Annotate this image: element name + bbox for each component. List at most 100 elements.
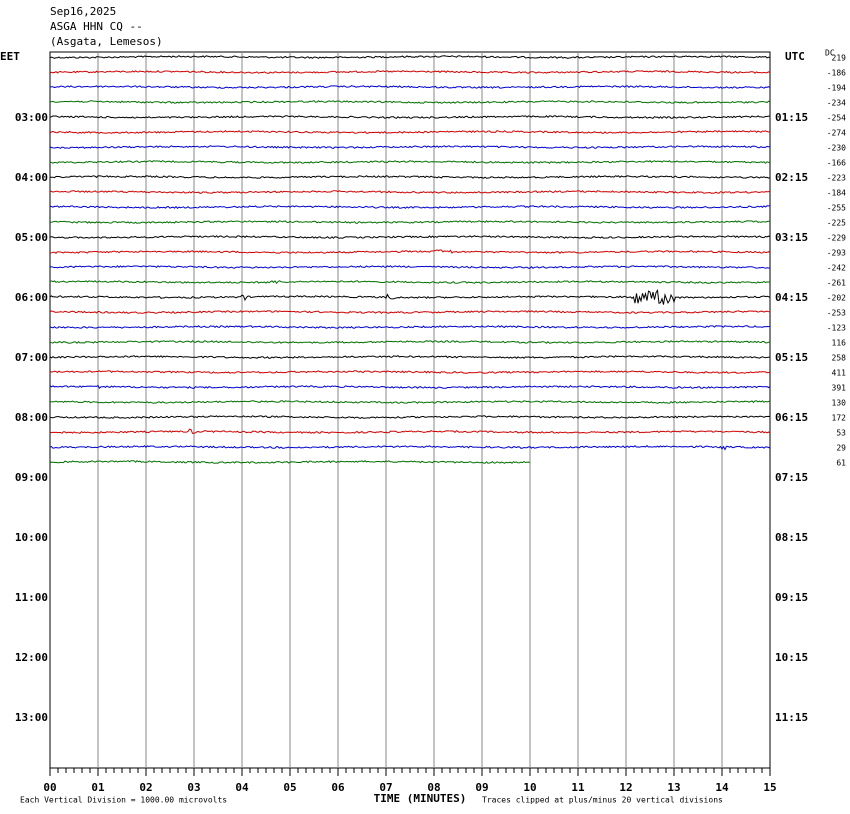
utc-hour: 07:15 [775, 471, 808, 484]
utc-hour: 01:15 [775, 111, 808, 124]
station: ASGA HHN CQ -- [50, 20, 143, 33]
dc-offset: 130 [832, 399, 847, 408]
dc-offset: -229 [827, 234, 846, 243]
dc-offset: 411 [832, 369, 847, 378]
x-tick-label: 07 [379, 781, 392, 794]
dc-offset: -223 [827, 174, 846, 183]
trace [49, 205, 770, 209]
utc-hour: 05:15 [775, 351, 808, 364]
eet-hour: 03:00 [15, 111, 48, 124]
dc-offset: -230 [827, 144, 846, 153]
x-tick-label: 08 [427, 781, 440, 794]
eet-hour: 12:00 [15, 651, 48, 664]
dc-offset: -166 [827, 159, 846, 168]
utc-hour: 11:15 [775, 711, 808, 724]
trace [49, 280, 771, 285]
dc-offset: -194 [827, 84, 846, 93]
eet-label: EET [0, 50, 20, 63]
x-axis-label: TIME (MINUTES) [374, 792, 467, 805]
utc-hour: 04:15 [775, 291, 808, 304]
dc-offset: -186 [827, 69, 846, 78]
dc-offset: -261 [827, 279, 846, 288]
trace [49, 249, 771, 254]
trace [49, 339, 771, 344]
trace [49, 145, 771, 149]
utc-hour: 08:15 [775, 531, 808, 544]
dc-offset: 29 [836, 444, 846, 453]
dc-offset: -293 [827, 249, 846, 258]
utc-hour: 10:15 [775, 651, 808, 664]
utc-hour: 02:15 [775, 171, 808, 184]
eet-hour: 10:00 [15, 531, 48, 544]
dc-offset: -123 [827, 324, 846, 333]
dc-offset: -274 [827, 129, 846, 138]
trace [49, 55, 771, 59]
trace [49, 235, 771, 239]
dc-offset: -202 [827, 294, 846, 303]
x-tick-label: 02 [139, 781, 152, 794]
x-tick-label: 09 [475, 781, 488, 794]
x-tick-label: 15 [763, 781, 776, 794]
dc-offset: 391 [832, 384, 847, 393]
x-tick-label: 14 [715, 781, 729, 794]
trace [49, 445, 771, 451]
dc-offset: -253 [827, 309, 846, 318]
x-tick-label: 04 [235, 781, 249, 794]
eet-hour: 13:00 [15, 711, 48, 724]
trace [49, 370, 771, 374]
trace [49, 415, 771, 419]
utc-label: UTC [785, 50, 805, 63]
dc-offset: -184 [827, 189, 846, 198]
eet-hour: 11:00 [15, 591, 48, 604]
x-tick-label: 13 [667, 781, 680, 794]
x-tick-label: 01 [91, 781, 105, 794]
trace [49, 175, 771, 179]
dc-offset: 258 [832, 354, 847, 363]
trace [49, 160, 771, 164]
trace [49, 220, 771, 224]
dc-offset: 219 [832, 54, 847, 63]
trace [49, 400, 771, 404]
eet-hour: 06:00 [15, 291, 48, 304]
location: (Asgata, Lemesos) [50, 35, 163, 48]
x-tick-label: 11 [571, 781, 585, 794]
trace [49, 115, 770, 119]
utc-hour: 06:15 [775, 411, 808, 424]
x-tick-label: 03 [187, 781, 200, 794]
footer-right: Traces clipped at plus/minus 20 vertical… [482, 796, 723, 805]
trace [49, 265, 771, 269]
date: Sep16,2025 [50, 5, 116, 18]
trace [49, 460, 531, 464]
x-tick-label: 06 [331, 781, 345, 794]
footer-left: Each Vertical Division = 1000.00 microvo… [20, 796, 227, 805]
trace [49, 310, 771, 314]
dc-offset: -255 [827, 204, 846, 213]
x-tick-label: 12 [619, 781, 632, 794]
dc-offset: 53 [836, 429, 846, 438]
dc-offset: -234 [827, 99, 846, 108]
dc-offset: 116 [832, 339, 847, 348]
eet-hour: 09:00 [15, 471, 48, 484]
dc-offset: -254 [827, 114, 846, 123]
utc-hour: 09:15 [775, 591, 808, 604]
dc-offset: 172 [832, 414, 847, 423]
eet-hour: 05:00 [15, 231, 48, 244]
trace [49, 190, 771, 194]
dc-offset: -242 [827, 264, 846, 273]
eet-hour: 04:00 [15, 171, 48, 184]
dc-offset: 61 [836, 459, 846, 468]
eet-hour: 08:00 [15, 411, 48, 424]
dc-label: DC [825, 49, 835, 58]
trace [49, 355, 771, 359]
dc-offset: -225 [827, 219, 846, 228]
trace [49, 130, 771, 134]
trace [49, 325, 771, 329]
trace [49, 100, 771, 104]
x-tick-label: 10 [523, 781, 536, 794]
utc-hour: 03:15 [775, 231, 808, 244]
eet-hour: 07:00 [15, 351, 48, 364]
trace [49, 384, 771, 390]
x-tick-label: 00 [43, 781, 56, 794]
